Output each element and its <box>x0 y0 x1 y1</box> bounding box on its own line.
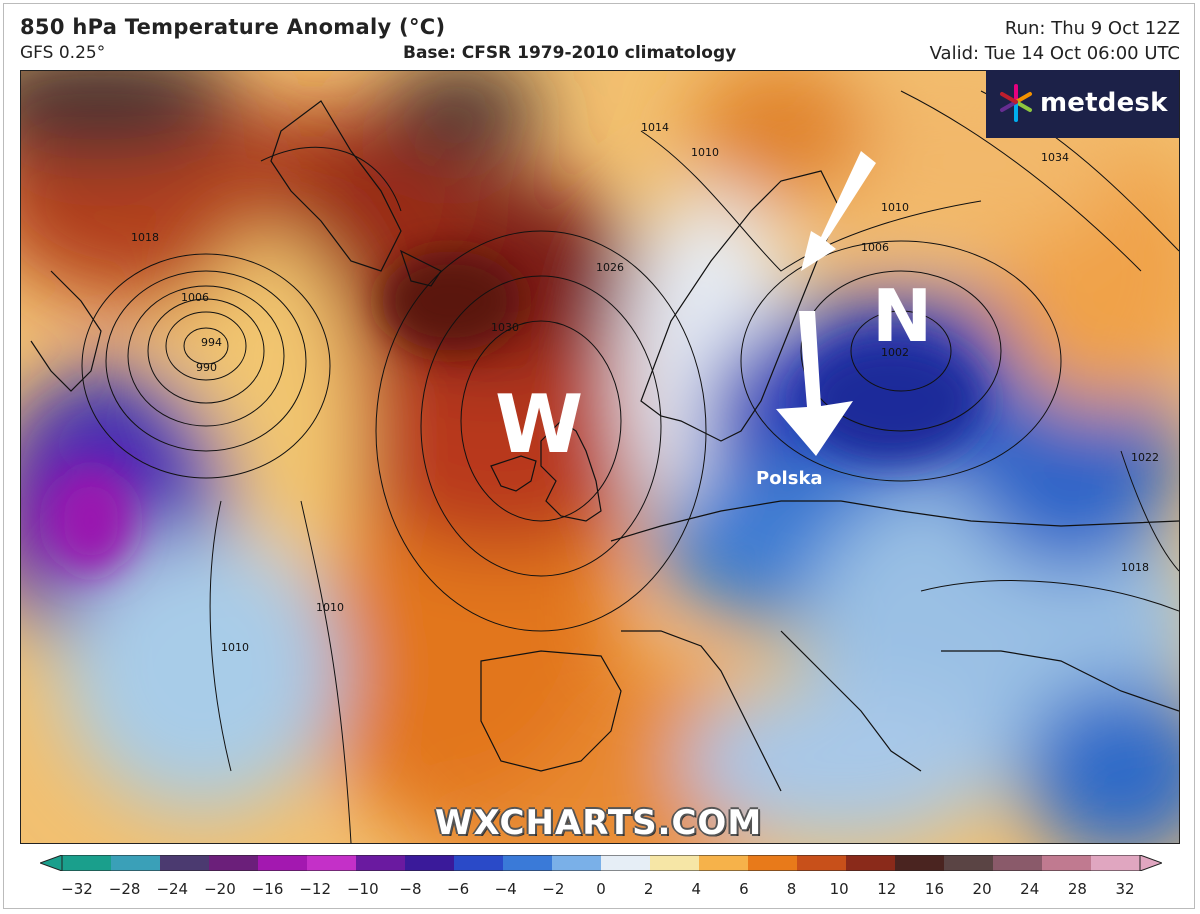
colorbar-segment <box>405 855 455 871</box>
metdesk-logo: metdesk <box>986 70 1179 138</box>
colorbar-tick-label: 0 <box>596 880 606 898</box>
colorbar-tick-label: 6 <box>739 880 749 898</box>
colorbar-tick-label: −20 <box>204 880 236 898</box>
colorbar-segment <box>503 855 553 871</box>
colorbar <box>40 855 1162 871</box>
isobar-label: 1002 <box>881 346 909 359</box>
colorbar-tick-label: 4 <box>691 880 702 898</box>
colorbar-tick-label: −6 <box>447 880 470 898</box>
colorbar-segment <box>1042 855 1092 871</box>
wxcharts-watermark: WXCHARTS.COM <box>435 803 763 843</box>
colorbar-tick-label: 28 <box>1067 880 1087 898</box>
isobar-label: 1006 <box>861 241 889 254</box>
chart-frame <box>3 3 1195 909</box>
isobar-label: 990 <box>196 361 217 374</box>
colorbar-segment <box>258 855 308 871</box>
isobar-label: 1006 <box>181 291 209 304</box>
isobar-labels: 994 990 1006 1018 1030 1026 1014 1010 10… <box>131 121 1159 654</box>
colorbar-tick-label: 16 <box>924 880 944 898</box>
colorbar-segment <box>552 855 602 871</box>
isobar-label: 1010 <box>316 601 344 614</box>
isobar-label: 994 <box>201 336 222 349</box>
colorbar-tick-label: 24 <box>1020 880 1040 898</box>
arrow-northeast <box>801 151 876 271</box>
base-climatology-label: Base: CFSR 1979-2010 climatology <box>403 43 737 63</box>
colorbar-segment <box>895 855 945 871</box>
colorbar-segment <box>160 855 210 871</box>
run-time-label: Run: Thu 9 Oct 12Z <box>1004 18 1180 39</box>
isobar-label: 1014 <box>641 121 669 134</box>
colorbar-tick-label: −12 <box>299 880 331 898</box>
valid-time-label: Valid: Tue 14 Oct 06:00 UTC <box>929 43 1180 64</box>
colorbar-segment <box>944 855 994 871</box>
colorbar-tick-label: 20 <box>972 880 992 898</box>
isobar-label: 1018 <box>131 231 159 244</box>
colorbar-tick-label: −10 <box>346 880 379 898</box>
colorbar-tick-label: 12 <box>877 880 897 898</box>
isobar-label: 1010 <box>221 641 249 654</box>
colorbar-tick-label: −4 <box>494 880 517 898</box>
colorbar-tick-label: 8 <box>786 880 797 898</box>
coastlines <box>30 100 1179 792</box>
colorbar-segment <box>797 855 847 871</box>
flow-arrows <box>776 151 876 456</box>
colorbar-tick-label: 10 <box>829 880 849 898</box>
colorbar-segment <box>650 855 700 871</box>
colorbar-tick-label: −16 <box>251 880 284 898</box>
colorbar-segment <box>1091 855 1141 871</box>
isobar-label: 1026 <box>596 261 624 274</box>
colorbar-segment <box>846 855 896 871</box>
colorbar-segment <box>454 855 504 871</box>
isobar-label: 1022 <box>1131 451 1159 464</box>
colorbar-segment <box>601 855 651 871</box>
colorbar-segment <box>307 855 357 871</box>
colorbar-segment <box>62 855 112 871</box>
colorbar-tick-label: −28 <box>108 880 141 898</box>
colorbar-tick-label: −8 <box>399 880 422 898</box>
metdesk-logo-text: metdesk <box>1040 88 1168 118</box>
colorbar-tick-label: 32 <box>1115 880 1135 898</box>
temperature-field <box>21 71 1179 843</box>
isobar-label: 1018 <box>1121 561 1149 574</box>
isobars <box>81 90 1179 843</box>
colorbar-min-extend <box>40 855 63 871</box>
colorbar-segment <box>111 855 161 871</box>
map-canvas: 994 990 1006 1018 1030 1026 1014 1010 10… <box>21 71 1179 843</box>
arrow-south <box>776 311 853 456</box>
colorbar-tick-label: −2 <box>542 880 565 898</box>
colorbar-tick-label: −32 <box>61 880 93 898</box>
colorbar-max-extend <box>1139 855 1162 871</box>
colorbar-segment <box>356 855 406 871</box>
colorbar-tick-label: −24 <box>156 880 189 898</box>
isobar-label: 1010 <box>691 146 719 159</box>
colorbar-segment <box>209 855 259 871</box>
isobar-label: 1034 <box>1041 151 1069 164</box>
isobar-label: 1030 <box>491 321 519 334</box>
cold-airmass-letter: N <box>872 274 933 358</box>
colorbar-segment <box>748 855 798 871</box>
model-label: GFS 0.25° <box>20 43 106 63</box>
colorbar-tick-label: 2 <box>643 880 654 898</box>
country-label-polska: Polska <box>756 468 823 489</box>
isobar-label: 1010 <box>881 201 909 214</box>
warm-airmass-letter: W <box>495 378 584 471</box>
chart-title: 850 hPa Temperature Anomaly (°C) <box>20 15 446 39</box>
metdesk-mark-icon <box>1000 84 1032 122</box>
anomaly-map: 994 990 1006 1018 1030 1026 1014 1010 10… <box>20 70 1180 844</box>
colorbar-segment <box>993 855 1043 871</box>
colorbar-segment <box>699 855 749 871</box>
